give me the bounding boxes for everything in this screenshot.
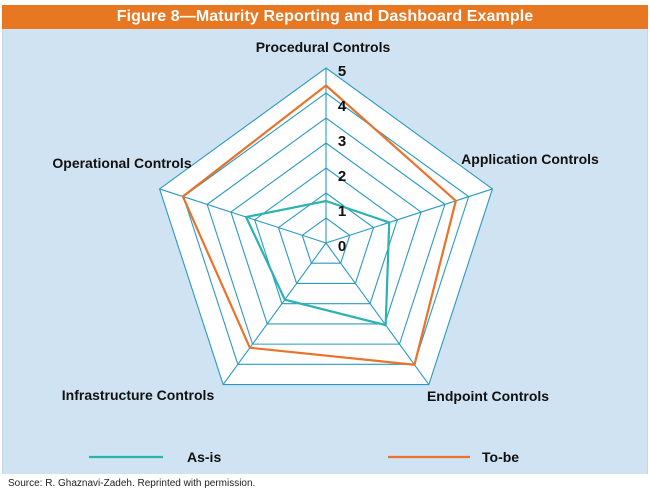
radar-ring-1 [301,217,351,264]
tick-label-4: 4 [338,98,347,115]
tick-label-5: 5 [338,63,346,80]
radar-ring-2 [277,192,375,285]
tick-label-3: 3 [338,133,346,150]
legend-label-to-be: To-be [482,449,519,465]
axis-label-infrastructure-controls: Infrastructure Controls [62,387,215,403]
tick-label-2: 2 [338,168,346,185]
axis-labels: Procedural Controls Application Controls E… [52,39,599,404]
series-to-be [181,84,458,366]
radar-spoke-application-controls [325,188,493,244]
radar-spoke-infrastructure-controls [222,242,327,385]
radar-ring-6 [182,92,470,365]
radar-spoke-endpoint-controls [325,242,430,385]
legend: As-is To-be [89,449,519,465]
radar-ring-4 [230,142,422,325]
series-as-is [244,199,391,327]
axis-label-procedural-controls: Procedural Controls [256,39,391,55]
tick-label-0: 0 [338,238,346,255]
axis-label-endpoint-controls: Endpoint Controls [427,388,549,404]
radar-web [158,67,494,386]
tick-labels: 0 1 2 3 4 5 [338,63,347,255]
legend-label-as-is: As-is [187,449,221,465]
source-note: Source: R. Ghaznavi-Zadeh. Reprinted wit… [8,478,256,489]
radar-ring-3 [254,167,398,305]
tick-label-1: 1 [338,203,346,220]
axis-label-application-controls: Application Controls [461,151,599,167]
figure-title: Figure 8—Maturity Reporting and Dashboar… [2,5,648,29]
radar-series [181,84,458,366]
radar-ring-5 [206,117,446,345]
radar-spoke-operational-controls [159,188,327,244]
axis-label-operational-controls: Operational Controls [52,155,191,171]
